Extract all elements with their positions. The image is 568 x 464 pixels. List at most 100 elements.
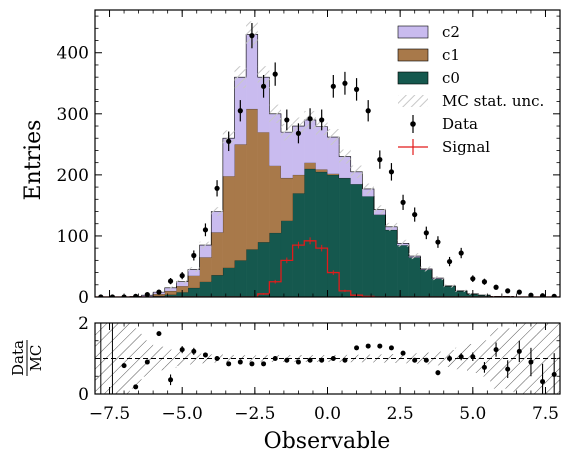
- ratio-point: [121, 363, 127, 369]
- mc-unc-bin: [188, 267, 200, 272]
- ratio-point: [284, 357, 290, 363]
- data-point: [260, 83, 267, 89]
- mc-unc-bin: [397, 239, 409, 247]
- bar-c0: [211, 274, 224, 297]
- legend: c2 c1 c0 MC stat. unc. Data Signal: [397, 23, 544, 156]
- data-point: [214, 185, 220, 191]
- x-tick-label: −7.5: [89, 404, 130, 424]
- ratio-point: [249, 361, 255, 367]
- ratio-point: [540, 379, 546, 385]
- data-point: [284, 117, 290, 123]
- data-point: [202, 227, 209, 233]
- data-point: [226, 138, 232, 144]
- ratio-uncertainty-band: [95, 323, 560, 394]
- data-point: [272, 71, 278, 77]
- data-point: [167, 278, 174, 284]
- mc-unc-bin: [443, 284, 456, 288]
- y-axis-label: Entries: [21, 120, 46, 201]
- ratio-point: [133, 384, 139, 390]
- bar-c0: [315, 171, 328, 297]
- ratio-label-numerator: Data: [9, 340, 27, 376]
- ratio-point: [226, 361, 232, 367]
- data-point: [109, 294, 116, 297]
- data-point: [388, 169, 395, 175]
- ratio-point: [412, 357, 418, 363]
- x-tick-label: 2.5: [387, 404, 414, 424]
- ratio-point: [377, 343, 383, 349]
- mc-unc-bin: [269, 104, 281, 123]
- data-point: [377, 157, 383, 163]
- bar-c0: [420, 269, 433, 297]
- legend-label: Data: [442, 115, 478, 133]
- bar-c0: [443, 285, 456, 297]
- ratio-point: [458, 354, 464, 360]
- ratio-point: [435, 370, 441, 376]
- data-point: [481, 279, 488, 285]
- data-point: [458, 250, 464, 256]
- data-point: [446, 258, 453, 265]
- ratio-unc-bin: [118, 323, 130, 394]
- x-tick-label: 5.0: [459, 404, 486, 424]
- legend-item: Data: [410, 115, 478, 133]
- bar-c1: [269, 165, 282, 234]
- bar-c1: [164, 290, 177, 295]
- bar-c0: [350, 183, 363, 297]
- bar-c0: [234, 260, 247, 297]
- data-point: [493, 284, 499, 290]
- y-tick-label: 100: [57, 227, 89, 247]
- mc-unc-bin: [199, 241, 212, 249]
- legend-label: c0: [442, 69, 460, 87]
- data-point: [353, 86, 360, 92]
- main-panel: 0 100 200 300 400 Entries c2 c1 c0 MC stat. unc…: [21, 9, 561, 308]
- mc-unc-bin: [420, 266, 433, 272]
- ratio-point: [191, 348, 197, 354]
- ratio-point: [214, 356, 220, 361]
- ratio-point: [330, 356, 336, 361]
- mc-unc-bin: [339, 149, 351, 164]
- data-point: [156, 289, 162, 295]
- bar-c1: [222, 175, 235, 268]
- ratio-point: [261, 361, 267, 367]
- bar-c1: [280, 177, 293, 221]
- data-point: [237, 108, 243, 114]
- y-tick-label: 400: [57, 44, 89, 64]
- ratio-point: [179, 347, 185, 353]
- legend-label: Signal: [442, 138, 490, 156]
- data-point: [539, 293, 546, 297]
- mc-unc-bin: [385, 222, 398, 231]
- legend-item: MC stat. unc.: [398, 92, 544, 110]
- ratio-point: [400, 350, 406, 356]
- ratio-point: [388, 345, 394, 351]
- mc-unc-bin: [374, 205, 386, 215]
- bar-c0: [373, 214, 386, 297]
- bar-c0: [431, 278, 444, 297]
- data-point: [330, 83, 336, 89]
- ratio-point: [551, 371, 557, 377]
- bar-c1: [187, 275, 200, 288]
- bar-c1: [292, 174, 305, 194]
- mc-unc-bin: [327, 129, 340, 146]
- bar-c1: [234, 144, 247, 261]
- data-point: [505, 288, 511, 294]
- x-axis-label: Observable: [264, 429, 391, 454]
- bar-c0: [385, 229, 398, 297]
- legend-item: c2: [397, 23, 460, 41]
- legend-swatch: [397, 25, 429, 39]
- legend-swatch: [397, 48, 429, 62]
- y-tick-label: 300: [57, 105, 89, 125]
- mc-unc-bin: [350, 165, 363, 179]
- bar-c0: [362, 196, 375, 297]
- ratio-point: [423, 357, 429, 363]
- legend-item: Signal: [398, 138, 490, 156]
- data-point: [249, 33, 255, 39]
- data-point: [551, 293, 557, 297]
- legend-label: c1: [442, 46, 460, 64]
- ratio-point: [342, 357, 348, 363]
- bar-c0: [245, 249, 258, 297]
- ratio-unc-bin: [222, 354, 235, 363]
- ratio-point: [481, 364, 487, 370]
- bar-c1: [304, 162, 317, 169]
- mc-unc-bin: [432, 276, 444, 281]
- legend-item: c0: [397, 69, 460, 87]
- bar-c1: [257, 131, 270, 243]
